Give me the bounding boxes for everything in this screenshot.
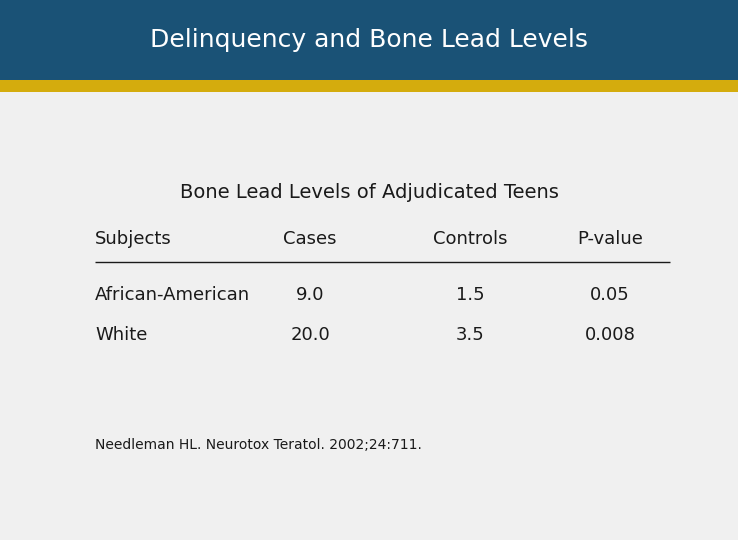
Text: Bone Lead Levels of Adjudicated Teens: Bone Lead Levels of Adjudicated Teens	[179, 184, 559, 202]
Text: Needleman HL. Neurotox Teratol. 2002;24:711.: Needleman HL. Neurotox Teratol. 2002;24:…	[95, 438, 422, 452]
Text: 20.0: 20.0	[290, 326, 330, 344]
Text: African-American: African-American	[95, 286, 250, 304]
Text: Cases: Cases	[283, 230, 337, 248]
Text: Delinquency and Bone Lead Levels: Delinquency and Bone Lead Levels	[150, 28, 588, 52]
Text: 3.5: 3.5	[455, 326, 484, 344]
Text: Subjects: Subjects	[95, 230, 172, 248]
Text: 0.008: 0.008	[584, 326, 635, 344]
Text: 9.0: 9.0	[296, 286, 324, 304]
Text: Controls: Controls	[432, 230, 507, 248]
Text: White: White	[95, 326, 148, 344]
Text: 1.5: 1.5	[455, 286, 484, 304]
Text: 0.05: 0.05	[590, 286, 630, 304]
Bar	[0, 0, 738, 80]
Bar	[0, 80, 738, 92]
Text: P-value: P-value	[577, 230, 643, 248]
